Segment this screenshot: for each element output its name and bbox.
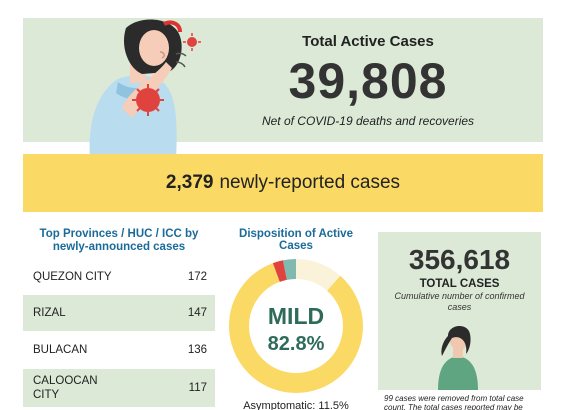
province-value: 117	[188, 382, 207, 394]
newly-reported-count: 2,379	[165, 172, 214, 193]
newly-reported-text: newly-reported cases	[219, 172, 401, 193]
donut-center-value: 82.8%	[268, 333, 325, 355]
province-name-line2: CITY	[33, 389, 60, 401]
total-active-title: Total Active Cases	[302, 33, 434, 50]
province-row: QUEZON CITY 172	[23, 259, 215, 295]
province-name-line1: CALOOCAN	[33, 375, 98, 387]
province-value: 147	[187, 307, 207, 319]
top-provinces-title-line1: Top Provinces / HUC / ICC by	[39, 228, 199, 240]
woman-coughing-virus-icon	[68, 18, 208, 160]
disposition-section: Disposition of Active Cases MILD 82.8% A…	[222, 228, 370, 410]
total-cases-label: TOTAL CASES	[419, 278, 500, 290]
top-provinces-title-line2: newly-announced cases	[52, 241, 186, 253]
province-value: 172	[187, 271, 207, 283]
disposition-donut: MILD 82.8%	[229, 259, 363, 393]
donut-segment-severe	[229, 259, 363, 393]
total-cases-value: 356,618	[408, 244, 511, 275]
person-icon	[428, 322, 488, 395]
total-active-value: 39,808	[288, 53, 448, 109]
asymptomatic-label: Asymptomatic: 11.5%	[243, 400, 349, 410]
donut-center-label: MILD	[268, 303, 324, 329]
province-name: BULACAN	[33, 344, 88, 356]
total-cases-footnote: 99 cases were removed from total case co…	[384, 394, 524, 410]
province-value: 136	[187, 344, 207, 356]
province-name: CALOOCAN CITY	[33, 374, 98, 402]
total-active-cases-panel: Total Active Cases 39,808 Net of COVID-1…	[23, 18, 543, 160]
total-active-subtitle: Net of COVID-19 deaths and recoveries	[261, 114, 475, 128]
province-name: QUEZON CITY	[33, 271, 112, 283]
top-provinces-section: Top Provinces / HUC / ICC by newly-annou…	[23, 228, 215, 407]
province-row: CALOOCAN CITY 117	[23, 369, 215, 407]
province-name: RIZAL	[33, 307, 66, 319]
newly-reported-banner: 2,379 newly-reported cases	[23, 154, 543, 212]
total-cases-description: Cumulative number of confirmed cases	[394, 291, 525, 312]
top-provinces-title: Top Provinces / HUC / ICC by newly-annou…	[23, 228, 215, 254]
province-row: RIZAL 147	[23, 295, 215, 331]
province-row: BULACAN 136	[23, 331, 215, 369]
disposition-title: Disposition of Active Cases	[239, 228, 353, 252]
total-cases-panel: 356,618 TOTAL CASES Cumulative number of…	[378, 232, 541, 390]
donut-segment-mild	[229, 259, 363, 393]
